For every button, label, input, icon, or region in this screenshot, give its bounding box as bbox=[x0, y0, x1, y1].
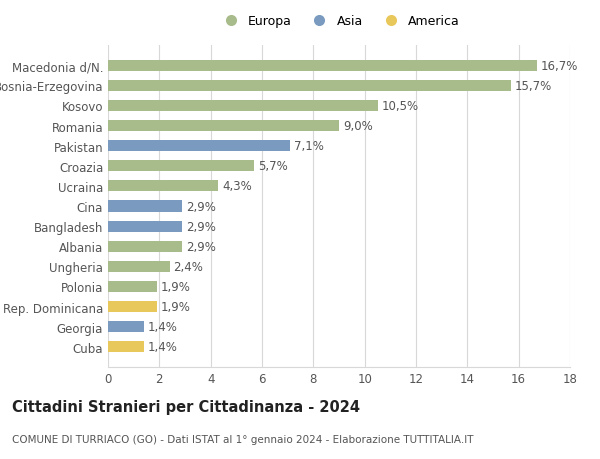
Text: 2,4%: 2,4% bbox=[173, 260, 203, 273]
Text: 5,7%: 5,7% bbox=[258, 160, 288, 173]
Bar bbox=[108, 181, 218, 192]
Bar bbox=[108, 302, 157, 313]
Bar bbox=[108, 281, 157, 292]
Bar bbox=[108, 141, 290, 152]
Bar bbox=[108, 81, 511, 92]
Text: 7,1%: 7,1% bbox=[294, 140, 324, 153]
Bar bbox=[108, 101, 377, 112]
Text: 2,9%: 2,9% bbox=[186, 240, 216, 253]
Bar bbox=[108, 341, 144, 353]
Text: 2,9%: 2,9% bbox=[186, 220, 216, 233]
Text: Cittadini Stranieri per Cittadinanza - 2024: Cittadini Stranieri per Cittadinanza - 2… bbox=[12, 399, 360, 414]
Text: 1,4%: 1,4% bbox=[148, 341, 178, 353]
Bar bbox=[108, 241, 182, 252]
Bar bbox=[108, 121, 339, 132]
Text: 16,7%: 16,7% bbox=[541, 60, 578, 73]
Bar bbox=[108, 261, 170, 272]
Bar bbox=[108, 61, 536, 72]
Text: 1,9%: 1,9% bbox=[161, 280, 190, 293]
Text: 9,0%: 9,0% bbox=[343, 120, 373, 133]
Text: 4,3%: 4,3% bbox=[222, 180, 252, 193]
Text: 10,5%: 10,5% bbox=[382, 100, 418, 112]
Bar bbox=[108, 321, 144, 332]
Text: 1,4%: 1,4% bbox=[148, 320, 178, 334]
Bar bbox=[108, 221, 182, 232]
Bar bbox=[108, 201, 182, 212]
Text: 15,7%: 15,7% bbox=[515, 79, 552, 93]
Bar bbox=[108, 161, 254, 172]
Text: 2,9%: 2,9% bbox=[186, 200, 216, 213]
Text: COMUNE DI TURRIACO (GO) - Dati ISTAT al 1° gennaio 2024 - Elaborazione TUTTITALI: COMUNE DI TURRIACO (GO) - Dati ISTAT al … bbox=[12, 434, 473, 444]
Legend: Europa, Asia, America: Europa, Asia, America bbox=[213, 11, 465, 34]
Text: 1,9%: 1,9% bbox=[161, 301, 190, 313]
